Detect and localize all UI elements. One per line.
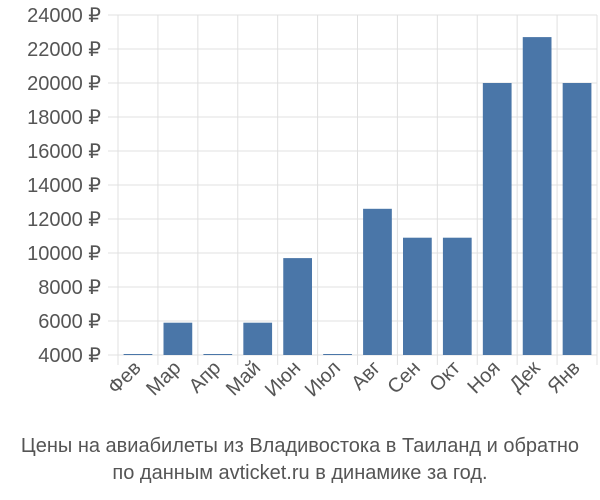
chart-caption-line-1: Цены на авиабилеты из Владивостока в Таи… (20, 435, 580, 457)
chart-caption-line-2: по данным avticket.ru в динамике за год. (112, 462, 488, 484)
y-tick-label: 24000 ₽ (27, 5, 101, 27)
bar (283, 258, 312, 355)
bar (442, 237, 472, 355)
x-tick-label: Июл (301, 357, 345, 401)
x-tick-label: Дек (505, 357, 544, 396)
y-tick-label: 10000 ₽ (27, 243, 101, 265)
y-tick-label: 20000 ₽ (27, 73, 101, 95)
y-tick-label: 16000 ₽ (27, 141, 101, 163)
x-tick-label: Фев (104, 357, 146, 399)
bar (163, 322, 193, 355)
bar (482, 83, 512, 355)
y-tick-label: 4000 ₽ (38, 345, 101, 367)
bar (323, 354, 352, 355)
x-tick-label: Янв (543, 357, 584, 398)
x-tick-label: Окт (425, 357, 464, 396)
y-tick-label: 14000 ₽ (27, 175, 101, 197)
x-tick-label: Мар (142, 357, 185, 400)
x-tick-label: Авг (347, 357, 385, 395)
y-axis-tick-labels: 4000 ₽ 6000 ₽ 8000 ₽ 10000 ₽ 12000 ₽ 14000 ₽ 1… (27, 5, 101, 367)
x-tick-label: Апр (185, 357, 226, 398)
bar (522, 37, 552, 355)
y-tick-label: 6000 ₽ (38, 311, 101, 333)
x-tick-label: Ноя (463, 357, 504, 398)
grid-lines (108, 14, 598, 365)
bar (123, 354, 153, 355)
y-tick-label: 12000 ₽ (27, 209, 101, 231)
bar (562, 83, 592, 355)
x-tick-label: Сен (383, 357, 424, 398)
y-tick-label: 18000 ₽ (27, 107, 101, 129)
bars (123, 37, 592, 355)
bar (403, 237, 432, 355)
bar (203, 354, 233, 355)
bar-chart: 4000 ₽ 6000 ₽ 8000 ₽ 10000 ₽ 12000 ₽ 14000 ₽ 1… (27, 5, 598, 401)
bar (243, 322, 273, 355)
y-tick-label: 22000 ₽ (27, 39, 101, 61)
y-tick-label: 8000 ₽ (38, 277, 101, 299)
bar (363, 208, 392, 355)
x-tick-label: Июн (261, 357, 305, 401)
x-tick-label: Май (222, 357, 265, 400)
